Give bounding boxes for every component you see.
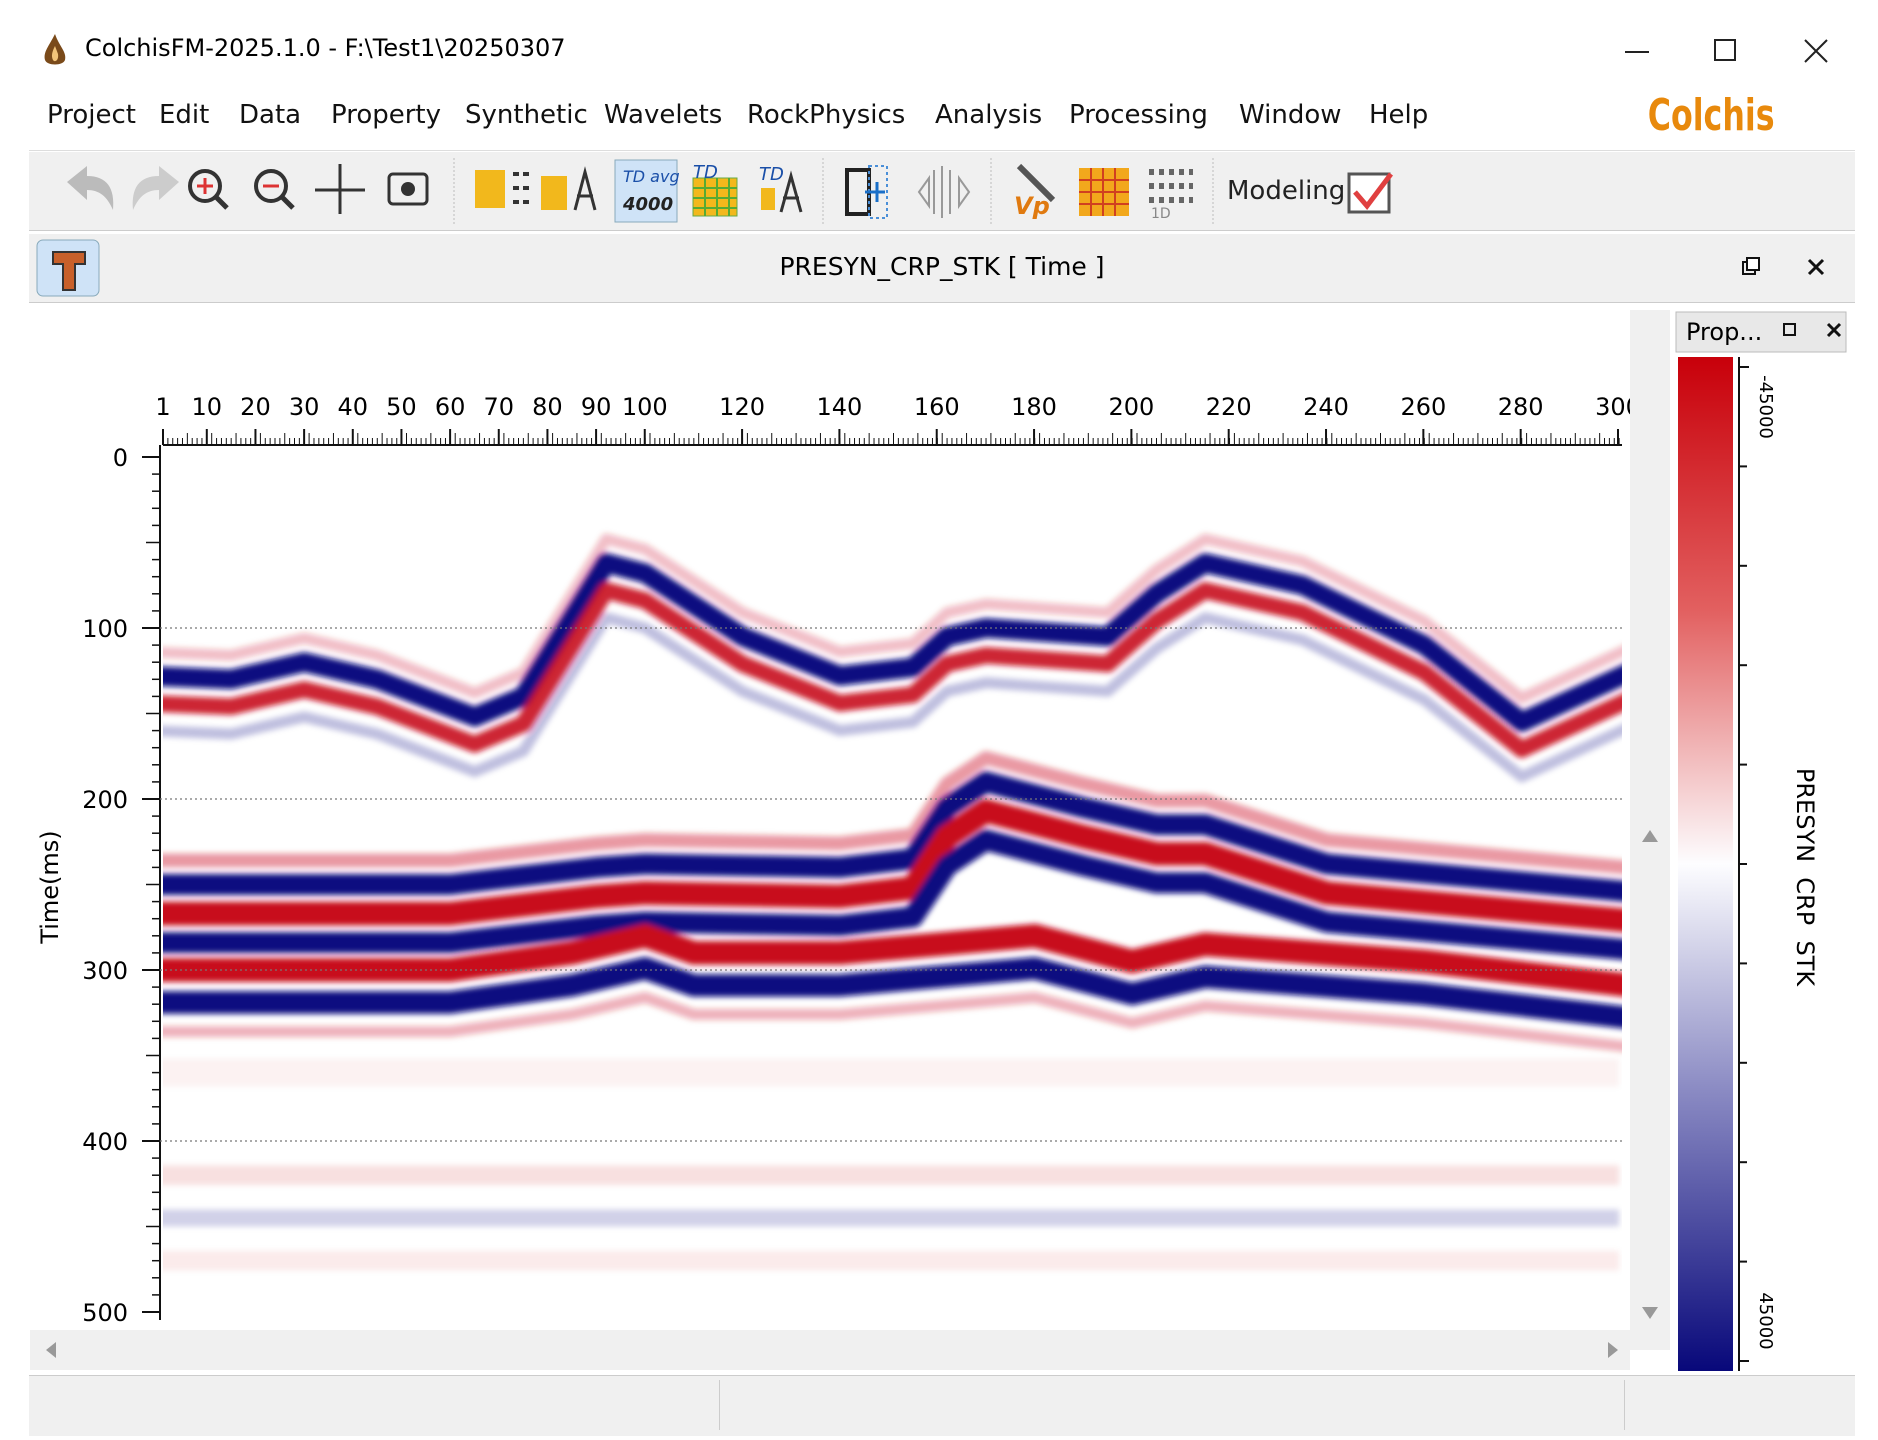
colorbar-tick-label: 45000 [1755,1292,1776,1349]
toolbar-icons[interactable]: TD avg 4000 TD TD Vp 1D Modeling [29,152,1855,230]
x-tick-label: 100 [622,393,668,421]
menu-item[interactable]: Processing [1069,100,1208,130]
reflector [163,533,1622,704]
colorbar [1678,357,1733,1371]
brand-logo: Colchis [1648,90,1775,141]
svg-text:TD: TD [759,164,784,185]
x-tick-label: 40 [338,393,369,421]
menu-item[interactable]: Window [1239,100,1342,130]
y-tick-label: 300 [82,957,128,985]
menu-item[interactable]: Synthetic [465,100,588,130]
svg-text:Vp: Vp [1014,192,1050,220]
status-bar [29,1375,1855,1436]
menu-item[interactable]: Wavelets [604,100,723,130]
seismic-image [163,533,1622,1271]
view-controls[interactable] [1729,250,1849,286]
reflector [163,771,1622,902]
window-title: ColchisFM-2025.1.0 - F:\Test1\20250307 [85,34,566,62]
y-axis-label: Time(ms) [36,830,64,944]
y-tick-label: 100 [82,615,128,643]
colorbar-label: PRESYN CRP STK [1791,768,1819,987]
menu-item[interactable]: Help [1369,100,1429,130]
view-title: PRESYN_CRP_STK [ Time ] [779,252,1105,281]
window-controls[interactable] [1589,30,1849,70]
td-badge: 4000 [622,194,673,215]
x-tick-label: 60 [435,393,466,421]
x-tick-label: 80 [532,393,563,421]
x-tick-label: 50 [386,393,417,421]
menu-item[interactable]: RockPhysics [747,100,906,130]
x-tick-label: 220 [1206,393,1252,421]
view-header: PRESYN_CRP_STK [ Time ] [29,234,1855,303]
svg-text:1D: 1D [1151,206,1171,222]
x-tick-label: 1 [155,393,170,421]
svg-text:TD: TD [693,162,718,183]
menu-item[interactable]: Project [47,100,136,130]
x-tick-label: 200 [1108,393,1154,421]
menu-item[interactable]: Property [331,100,442,130]
x-tick-label: 70 [483,393,514,421]
property-header [1675,311,1847,353]
menu-item[interactable]: Data [239,100,302,130]
reflector [163,750,1622,875]
title-bar: ColchisFM-2025.1.0 - F:\Test1\20250307 [29,22,1855,78]
reflector [163,829,1622,960]
svg-text:TD avg: TD avg [623,167,680,186]
x-tick-label: 280 [1498,393,1544,421]
menu-item[interactable]: Analysis [935,100,1043,130]
y-tick-label: 200 [82,786,128,814]
reflector [163,553,1622,732]
x-tick-label: 20 [240,393,271,421]
menu-bar: Colchis Project Edit Data Property Synthetic… [29,80,1855,151]
y-tick-label: 0 [113,444,128,472]
horizontal-scrollbar[interactable] [30,1330,1630,1370]
plot-background [30,310,1630,1330]
reflector [163,799,1622,933]
reflector [163,957,1622,1029]
reflector [163,923,1622,997]
app-icon [44,34,66,65]
x-tick-label: 160 [914,393,960,421]
x-tick-label: 10 [192,393,223,421]
x-tick-label: 120 [719,393,765,421]
x-tick-label: 260 [1400,393,1446,421]
x-tick-label: 240 [1303,393,1349,421]
reflector [163,581,1622,758]
view-type-button[interactable] [35,238,103,298]
seismic-view: 1 10 20 30 40 50 60 70 80 90 100 120 140 160 180 200 220… [30,310,1847,1371]
reflector [163,612,1622,783]
x-tick-label: 90 [581,393,612,421]
y-tick-label: 500 [82,1299,128,1327]
modeling-button[interactable]: Modeling [1227,176,1345,206]
y-tick-label: 400 [82,1128,128,1156]
colorbar-tick-label: -45000 [1755,375,1776,439]
toolbar: TD avg 4000 TD TD Vp 1D Modeling [29,152,1855,231]
property-title: Prop... [1686,318,1762,346]
menu-item[interactable]: Edit [159,100,210,130]
x-tick-label: 180 [1011,393,1057,421]
x-tick-label: 30 [289,393,320,421]
x-tick-label: 140 [816,393,862,421]
reflector [163,991,1622,1052]
